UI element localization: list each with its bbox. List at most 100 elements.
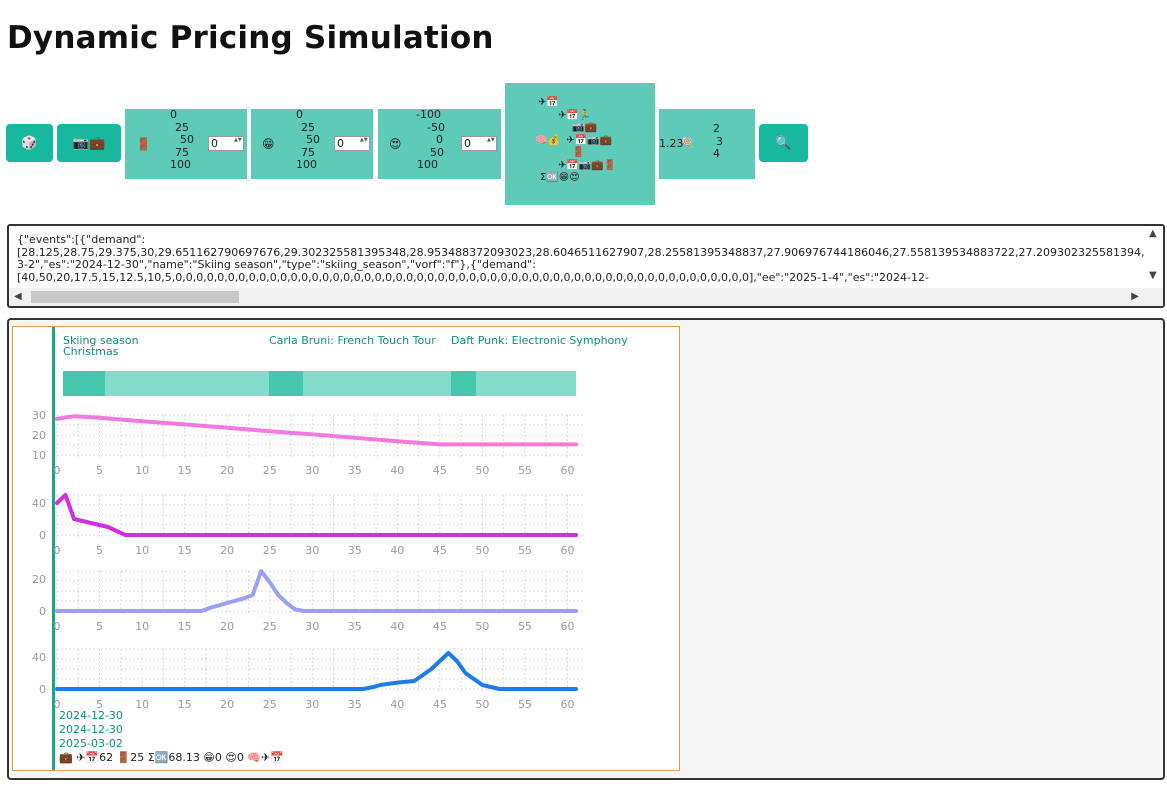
slider-panel-2: 😁 0 25 50 75 100 0 [251, 108, 373, 179]
horizontal-scrollbar[interactable]: ◀ ▶ [9, 288, 1163, 306]
left-accent-bar [52, 327, 55, 770]
dice-icon: 🎲 [21, 135, 38, 151]
start-date: 2024-12-30 [59, 709, 123, 722]
x-tick-label: 55 [518, 464, 532, 477]
option: 2 [713, 122, 720, 135]
camera-case-button[interactable]: 📷💼 [57, 124, 121, 162]
slider-3-ticks[interactable]: -100 -50 0 50 100 [416, 108, 456, 172]
x-tick-label: 10 [135, 464, 149, 477]
y-tick-label: 30 [32, 409, 46, 422]
camera-case-icon: 📷💼 [72, 135, 106, 151]
x-tick-label: 30 [305, 464, 319, 477]
option: 4 [713, 147, 720, 161]
json-line: 3-2","es":"2024-12-30","name":"Skiing se… [17, 258, 536, 271]
tick: 75 [175, 145, 189, 159]
y-tick-label: 40 [32, 497, 46, 510]
json-line: {"events":[{"demand": [17, 233, 146, 246]
search-button[interactable]: 🔍 [759, 124, 808, 162]
x-tick-label: 55 [518, 544, 532, 557]
scroll-thumb[interactable] [31, 291, 239, 303]
slider-1-ticks[interactable]: 0 25 50 75 100 [170, 108, 200, 172]
option-line: 🧠💰 ✈📅📷💼 [535, 134, 612, 146]
ratio-value: 1.23 [659, 137, 684, 150]
event-date: 2024-12-30 [59, 723, 123, 736]
x-tick-label: 0 [54, 620, 61, 633]
tick: 100 [170, 158, 191, 172]
heart-eyes-icon: 😍 [389, 137, 402, 151]
x-tick-label: 5 [96, 544, 103, 557]
x-tick-label: 50 [475, 698, 489, 711]
x-tick-label: 40 [390, 464, 404, 477]
scroll-left-icon[interactable]: ◀ [14, 291, 22, 302]
scroll-right-icon[interactable]: ▶ [1131, 291, 1139, 302]
x-tick-label: 10 [135, 544, 149, 557]
tick: 25 [175, 120, 189, 134]
door-icon: 🚪 [136, 137, 151, 151]
vertical-scrollbar[interactable]: ▲ ▼ [1145, 226, 1163, 288]
scroll-up-icon[interactable]: ▲ [1149, 228, 1157, 239]
x-tick-label: 15 [178, 698, 192, 711]
x-tick-label: 40 [390, 620, 404, 633]
icon-option-lines[interactable]: ✈📅 ✈📅🏃 📷💼 🧠💰 ✈📅📷💼 🚪 ✈📅📷💼🚪 Σ🆗😁😍 [535, 97, 616, 185]
y-tick-label: 0 [39, 529, 46, 542]
event-label-skiing: Skiing season [63, 334, 139, 347]
y-tick-label: 0 [39, 605, 46, 618]
x-tick-label: 40 [390, 544, 404, 557]
simulation-chart-frame: Skiing season Christmas Carla Bruni: Fre… [12, 326, 680, 771]
slider-panel-1: 🚪 0 25 50 75 100 0 [125, 108, 247, 179]
series-line-2 [55, 493, 578, 537]
tick: 50 [306, 133, 320, 147]
slider-3-number-input[interactable]: 0 [461, 136, 497, 151]
x-tick-label: 55 [518, 620, 532, 633]
x-tick-label: 55 [518, 698, 532, 711]
tick: 0 [436, 133, 443, 147]
series-line-3 [55, 569, 578, 613]
x-tick-label: 20 [220, 544, 234, 557]
scroll-down-icon[interactable]: ▼ [1149, 270, 1157, 281]
x-tick-label: 35 [348, 464, 362, 477]
x-tick-label: 20 [220, 698, 234, 711]
x-tick-label: 50 [475, 464, 489, 477]
lollipop-icon: 🍭 [681, 136, 695, 149]
tick: -100 [416, 108, 441, 121]
x-tick-label: 45 [433, 698, 447, 711]
ratio-options[interactable]: 2 3 4 [713, 122, 727, 161]
tick: 100 [296, 158, 317, 172]
option-line: Σ🆗😁😍 [540, 172, 580, 183]
x-tick-label: 45 [433, 620, 447, 633]
ratio-panel: 1.23 🍭 2 3 4 [659, 109, 755, 179]
slider-2-ticks[interactable]: 0 25 50 75 100 [296, 108, 326, 172]
y-tick-label: 20 [32, 429, 46, 442]
x-tick-label: 5 [96, 698, 103, 711]
simulation-svg: Skiing season Christmas Carla Bruni: Fre… [32, 327, 628, 770]
tick: 25 [301, 120, 315, 134]
timeline-event-block [269, 371, 303, 396]
json-line: [28.125,28.75,29.375,30,29.6511627906976… [17, 245, 1163, 259]
x-tick-label: 40 [390, 698, 404, 711]
slider-1-number-input[interactable]: 0 [208, 136, 244, 151]
timeline-band [63, 371, 576, 396]
option-line: 🚪 [572, 147, 585, 158]
x-tick-label: 20 [220, 464, 234, 477]
x-tick-label: 15 [178, 544, 192, 557]
x-tick-label: 0 [54, 698, 61, 711]
tick: 0 [170, 108, 177, 121]
icon-option-panel: ✈📅 ✈📅🏃 📷💼 🧠💰 ✈📅📷💼 🚪 ✈📅📷💼🚪 Σ🆗😁😍 [505, 83, 655, 205]
x-tick-label: 30 [305, 698, 319, 711]
slider-2-number-input[interactable]: 0 [334, 136, 370, 151]
x-tick-label: 10 [135, 698, 149, 711]
search-icon: 🔍 [775, 135, 792, 151]
series-line-4 [55, 651, 578, 691]
json-textarea[interactable]: {"events":[{"demand": [28.125,28.75,29.3… [7, 224, 1165, 308]
tick: -50 [427, 120, 445, 134]
event-label-daft-punk: Daft Punk: Electronic Symphony [451, 334, 628, 347]
x-tick-label: 60 [560, 698, 574, 711]
y-tick-label: 20 [32, 573, 46, 586]
x-tick-label: 15 [178, 620, 192, 633]
grin-icon: 😁 [262, 137, 275, 151]
randomize-button[interactable]: 🎲 [6, 124, 53, 162]
x-tick-label: 45 [433, 464, 447, 477]
x-tick-label: 60 [560, 620, 574, 633]
x-tick-label: 60 [560, 464, 574, 477]
